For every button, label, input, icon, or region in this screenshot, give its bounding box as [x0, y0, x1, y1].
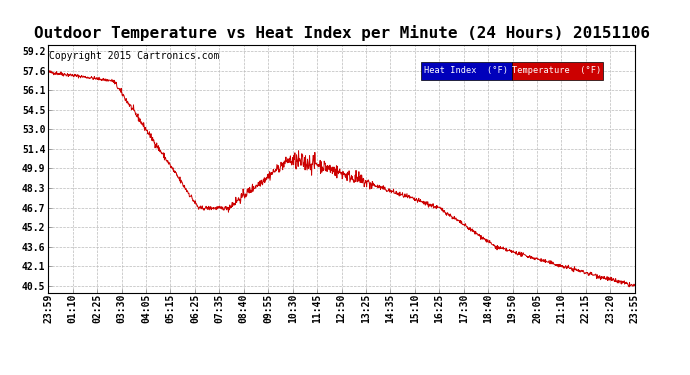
Text: Temperature  (°F): Temperature (°F) — [513, 66, 602, 75]
Text: Copyright 2015 Cartronics.com: Copyright 2015 Cartronics.com — [50, 51, 220, 61]
FancyBboxPatch shape — [421, 62, 512, 80]
Text: Heat Index  (°F): Heat Index (°F) — [424, 66, 508, 75]
Title: Outdoor Temperature vs Heat Index per Minute (24 Hours) 20151106: Outdoor Temperature vs Heat Index per Mi… — [34, 25, 649, 41]
FancyBboxPatch shape — [512, 62, 602, 80]
